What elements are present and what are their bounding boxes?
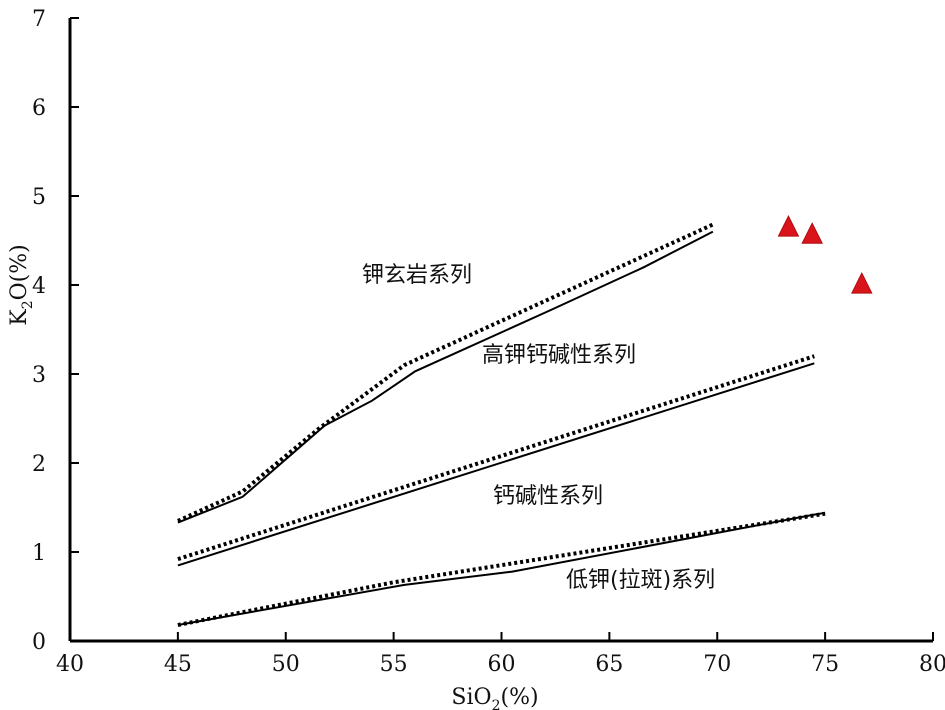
axes <box>68 18 933 643</box>
y-axis-title: K2O(%) <box>7 244 36 325</box>
boundary-line-dotted <box>177 354 815 562</box>
region-labels: 钾玄岩系列 高钾钙碱性系列 钙碱性系列 低钾(拉斑)系列 <box>362 263 715 593</box>
x-tick-label: 70 <box>703 652 731 677</box>
x-tick-label: 55 <box>380 652 408 677</box>
y-tick-label: 6 <box>32 96 46 121</box>
sample-triangle-marker <box>801 222 823 244</box>
boundary-line-solid <box>177 362 815 567</box>
x-tick-label: 60 <box>488 652 516 677</box>
x-tick-label: 45 <box>164 652 192 677</box>
y-tick-label: 0 <box>32 630 46 655</box>
x-tick-label: 40 <box>56 652 84 677</box>
y-tick-label: 4 <box>32 274 46 299</box>
region-label-high-k-calc-alkaline: 高钾钙碱性系列 <box>482 343 636 368</box>
x-tick-label: 75 <box>811 652 839 677</box>
y-tick-label: 5 <box>32 185 46 210</box>
x-tick-label: 80 <box>919 652 945 677</box>
region-label-low-k-tholeiitic: 低钾(拉斑)系列 <box>566 568 715 593</box>
boundary-line-solid <box>177 230 714 524</box>
region-label-calc-alkaline: 钙碱性系列 <box>493 484 603 509</box>
y-tick-label: 7 <box>32 7 46 32</box>
boundary-line-dotted <box>177 222 714 523</box>
boundary-line-dotted <box>177 511 826 627</box>
x-tick-label: 65 <box>595 652 623 677</box>
x-tick-label: 50 <box>272 652 300 677</box>
sample-markers <box>777 215 873 294</box>
sample-triangle-marker <box>850 271 873 294</box>
x-axis-title: SiO2(%) <box>451 685 538 710</box>
sample-triangle-marker <box>777 215 800 237</box>
y-tick-label: 1 <box>32 541 46 566</box>
region-label-shoshonite: 钾玄岩系列 <box>362 263 472 288</box>
y-tick-label: 3 <box>32 363 46 388</box>
boundary-lines <box>177 222 826 627</box>
y-tick-label: 2 <box>32 452 46 477</box>
